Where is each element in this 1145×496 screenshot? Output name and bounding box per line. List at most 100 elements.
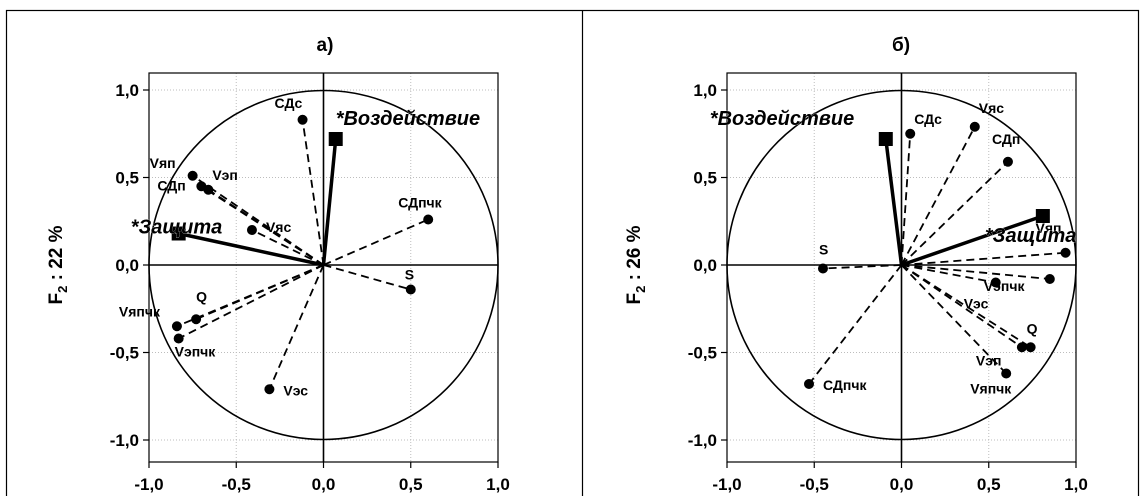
variable-label: S	[405, 267, 414, 283]
variable-point	[1002, 156, 1013, 167]
panel-b: -1,0 -0,5 0,0 0,5 1,0 1,0 0,5 0,0 -0,5 -1,0 б) F2 :…	[624, 35, 1088, 494]
variable-point	[405, 284, 416, 295]
variable-point	[187, 170, 198, 181]
variable-vector	[900, 126, 976, 266]
variable-vector	[808, 264, 903, 385]
factor-vector	[900, 214, 1044, 267]
variable-label: СДс	[914, 111, 942, 127]
y-tick-label: 1,0	[693, 81, 717, 100]
variable-point	[969, 121, 980, 132]
x-tick-label: 0,0	[312, 475, 336, 494]
y-tick-label: -1,0	[110, 431, 139, 450]
variable-label: Q	[1027, 320, 1038, 336]
variable-point	[1060, 247, 1071, 258]
variable-label: Vяс	[979, 100, 1005, 116]
variable-label: СДпчк	[823, 377, 867, 393]
y-tick-label: 0,5	[693, 169, 717, 188]
variable-point	[990, 277, 1001, 288]
figure-frame	[5, 9, 1140, 496]
variable-point	[173, 333, 184, 344]
variable-label: Vяп	[1036, 220, 1062, 236]
y-axis-label-rest: : 26 %	[624, 225, 645, 285]
variable-label: СДп	[157, 177, 185, 193]
variable-vector	[900, 133, 912, 266]
factor-vector	[884, 138, 904, 266]
variable-vector	[323, 264, 411, 291]
y-tick-label: 1,0	[115, 81, 139, 100]
variable-label: Vэпчк	[175, 344, 217, 360]
y-axis-label-main: F	[624, 293, 645, 305]
variable-label: Vяп	[150, 155, 176, 171]
variable-point	[264, 384, 275, 395]
variable-point	[817, 263, 828, 274]
factor-label: *Защита	[985, 225, 1077, 247]
x-tick-label: -0,5	[800, 475, 829, 494]
variable-vector	[301, 119, 325, 266]
variable-label: Vэп	[212, 167, 238, 183]
variable-point	[1001, 368, 1012, 379]
x-tick-label: 1,0	[486, 475, 510, 494]
variable-point	[1044, 274, 1055, 284]
variable-label: Vэс	[964, 296, 989, 312]
x-tick-label: 0,0	[890, 475, 914, 494]
variable-label: Vэс	[283, 382, 308, 398]
variable-label: СДс	[275, 95, 303, 111]
y-tick-label: -0,5	[110, 344, 139, 363]
variable-point	[191, 314, 202, 325]
variable-point	[246, 225, 257, 235]
factor-vector	[178, 231, 324, 267]
variable-vector	[200, 185, 324, 266]
y-axis-label-subscript: 2	[55, 286, 70, 293]
panel-title: б)	[892, 35, 910, 56]
x-tick-label: 0,5	[977, 475, 1001, 494]
variable-label: СДп	[992, 131, 1020, 147]
variable-point	[423, 214, 434, 225]
factor-label: *Защита	[131, 217, 223, 239]
variable-point	[905, 128, 916, 139]
variable-point	[1025, 342, 1036, 353]
x-tick-label: -1,0	[712, 475, 741, 494]
y-tick-label: 0,5	[115, 169, 139, 188]
y-tick-label: 0,0	[115, 256, 139, 275]
x-tick-label: -1,0	[134, 475, 163, 494]
figure-border	[5, 9, 1140, 496]
variable-vector	[900, 161, 1009, 266]
y-axis-label-rest: : 22 %	[46, 225, 67, 285]
variable-vector	[901, 251, 1066, 266]
y-tick-label: 0,0	[693, 256, 717, 275]
variable-label: СДпчк	[398, 195, 442, 211]
y-axis-label-main: F	[46, 293, 67, 305]
x-tick-label: 0,5	[399, 475, 423, 494]
variable-label: Vяпчк	[970, 381, 1012, 397]
variable-vector	[901, 264, 996, 284]
factor-point	[171, 226, 186, 241]
variable-vector	[251, 229, 324, 266]
variable-point	[297, 114, 308, 125]
factor-label: *Воздействие	[336, 108, 480, 130]
variable-point	[804, 379, 815, 389]
variable-vector	[323, 218, 429, 266]
y-axis-label: F2 : 26 %	[624, 225, 648, 304]
variable-label: Vэпчк	[984, 278, 1026, 294]
factor-label: *Воздействие	[710, 108, 854, 130]
variable-vector	[900, 264, 1023, 348]
variable-vector	[268, 264, 325, 390]
variable-vector	[178, 264, 324, 340]
variable-label: Q	[196, 288, 207, 304]
variable-vector	[822, 264, 902, 270]
factor-point	[328, 132, 343, 146]
y-axis-label-subscript: 2	[633, 286, 648, 293]
variable-label: S	[819, 242, 828, 258]
variable-label: Vяс	[266, 219, 292, 235]
factor-point	[1035, 209, 1050, 223]
y-tick-label: -1,0	[688, 431, 717, 450]
factor-point	[878, 132, 893, 146]
variable-point	[1016, 342, 1027, 353]
variable-point	[196, 181, 207, 192]
x-tick-label: 1,0	[1064, 475, 1088, 494]
factor-vector	[321, 138, 338, 266]
x-tick-label: -0,5	[222, 475, 251, 494]
y-tick-label: -0,5	[688, 344, 717, 363]
variable-label: Vяпчк	[119, 303, 161, 319]
